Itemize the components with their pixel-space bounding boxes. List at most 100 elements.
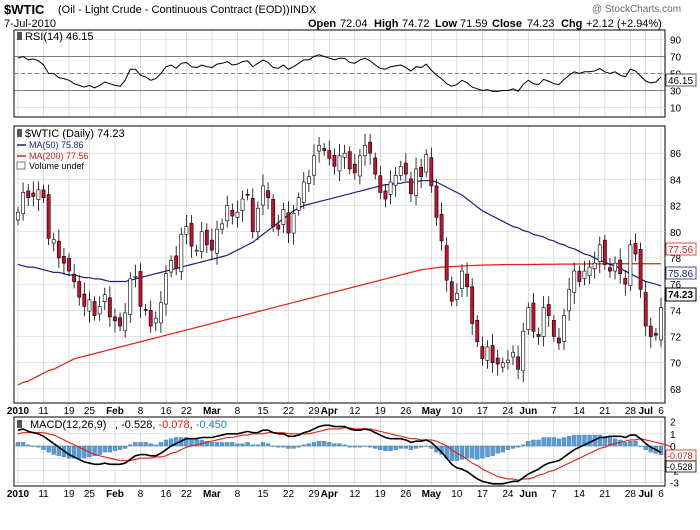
candle-down bbox=[189, 223, 194, 247]
candle-down bbox=[174, 255, 179, 269]
macd-histogram-bar bbox=[260, 442, 266, 447]
candle-down bbox=[608, 267, 612, 272]
date-label: 7-Jul-2010 bbox=[4, 18, 56, 30]
macd-signal-badge: -0.078 bbox=[665, 449, 697, 462]
macd-histogram-bar bbox=[388, 445, 393, 452]
candle-up bbox=[179, 234, 184, 272]
month-label: 19 bbox=[375, 406, 387, 417]
low-label: Low bbox=[435, 18, 457, 30]
macd-histogram-bar bbox=[158, 442, 164, 447]
candle-down bbox=[648, 325, 653, 337]
candle-down bbox=[434, 185, 439, 218]
macd-histogram-bar bbox=[46, 445, 51, 453]
month-label: Feb bbox=[106, 489, 124, 500]
candle-up bbox=[506, 359, 510, 364]
candle-down bbox=[46, 194, 51, 239]
macd-histogram-bar bbox=[383, 445, 388, 452]
month-label: 8 bbox=[138, 489, 144, 500]
macd-histogram-bar bbox=[485, 445, 490, 458]
candle-down bbox=[531, 302, 536, 332]
candle-up bbox=[21, 192, 26, 214]
candle-down bbox=[643, 292, 648, 327]
macd-histogram-bar bbox=[163, 439, 169, 447]
rsi-last-value: 46.15 bbox=[668, 76, 693, 87]
candle-down bbox=[56, 240, 61, 259]
month-label: 2010 bbox=[7, 406, 30, 417]
candle-down bbox=[41, 189, 46, 199]
candle-up bbox=[511, 351, 515, 358]
candle-up bbox=[337, 155, 342, 172]
candle-up bbox=[388, 181, 393, 195]
candle-down bbox=[536, 334, 541, 337]
rsi-legend: RSI(14) 46.15 bbox=[17, 31, 93, 43]
month-label: Mar bbox=[203, 489, 221, 500]
macd-histogram-bar bbox=[413, 445, 419, 449]
close-badge: 74.23 bbox=[665, 287, 697, 302]
macd-histogram-bar bbox=[495, 445, 500, 454]
chg-label: Chg bbox=[561, 18, 582, 30]
macd-histogram-bar bbox=[97, 445, 102, 455]
macd-histogram-bar bbox=[291, 445, 296, 449]
macd-histogram-bar bbox=[470, 445, 475, 459]
macd-histogram-bar bbox=[449, 445, 454, 461]
candle-down bbox=[444, 245, 449, 281]
macd-histogram-bar bbox=[546, 437, 551, 447]
month-label: Jul bbox=[638, 406, 653, 417]
candle-up bbox=[521, 330, 526, 372]
candle-down bbox=[118, 317, 122, 327]
macd-histogram-bar bbox=[209, 442, 215, 447]
month-label: 25 bbox=[84, 489, 96, 500]
macd-histogram-bar bbox=[526, 440, 531, 447]
month-label: Apr bbox=[321, 406, 338, 417]
open-value: 72.04 bbox=[340, 18, 368, 30]
candle-down bbox=[495, 357, 500, 365]
macd-histogram-bar bbox=[123, 445, 128, 449]
macd-histogram-bar bbox=[128, 444, 133, 447]
candle-up bbox=[296, 197, 301, 211]
macd-histogram-bar bbox=[332, 443, 337, 447]
candle-down bbox=[465, 273, 469, 288]
macd-histogram-bar bbox=[475, 445, 480, 460]
candle-down bbox=[266, 190, 270, 199]
macd-histogram-bar bbox=[464, 445, 470, 459]
candle-up bbox=[414, 168, 418, 196]
candle-up bbox=[301, 181, 306, 203]
candle-down bbox=[557, 337, 561, 344]
macd-histogram-bar bbox=[582, 434, 587, 447]
candle-down bbox=[475, 319, 480, 343]
candle-down bbox=[72, 273, 77, 282]
candle-down bbox=[633, 242, 638, 255]
month-label: 22 bbox=[181, 406, 193, 417]
month-label: 22 bbox=[181, 489, 193, 500]
macd-histogram-bar bbox=[378, 445, 383, 450]
rsi-tick-label: 30 bbox=[670, 87, 682, 98]
month-label: 16 bbox=[160, 406, 172, 417]
month-label: 6 bbox=[658, 406, 664, 417]
macd-histogram-bar bbox=[311, 442, 317, 447]
macd-histogram-bar bbox=[235, 443, 240, 447]
ma50-badge: 75.86 bbox=[665, 266, 697, 280]
macd-histogram-bar bbox=[424, 445, 429, 447]
month-label: 12 bbox=[349, 489, 361, 500]
candle-down bbox=[551, 319, 556, 337]
candle-up bbox=[133, 275, 138, 278]
month-label: 11 bbox=[38, 489, 49, 500]
candle-down bbox=[403, 162, 408, 175]
macd-value-line: , -0.528, -0.078, -0.450 bbox=[115, 419, 227, 431]
macd-histogram-bar bbox=[301, 444, 306, 447]
candle-down bbox=[107, 297, 112, 318]
month-label: 11 bbox=[38, 406, 49, 417]
month-label: 8 bbox=[138, 406, 144, 417]
macd-histogram-bar bbox=[322, 440, 327, 447]
symbol-description: (Oil - Light Crude - Continuous Contract… bbox=[58, 4, 290, 16]
candle-down bbox=[480, 346, 485, 360]
macd-histogram-bar bbox=[77, 445, 82, 459]
rsi-label: RSI(14) 46.15 bbox=[25, 31, 93, 43]
open-label: Open bbox=[308, 18, 336, 30]
month-label: Mar bbox=[203, 406, 221, 417]
macd-histogram-bar bbox=[245, 442, 250, 447]
macd-histogram-bar bbox=[500, 445, 505, 453]
candle-down bbox=[322, 148, 327, 151]
month-label: May bbox=[422, 406, 442, 417]
candle-up bbox=[363, 145, 367, 157]
